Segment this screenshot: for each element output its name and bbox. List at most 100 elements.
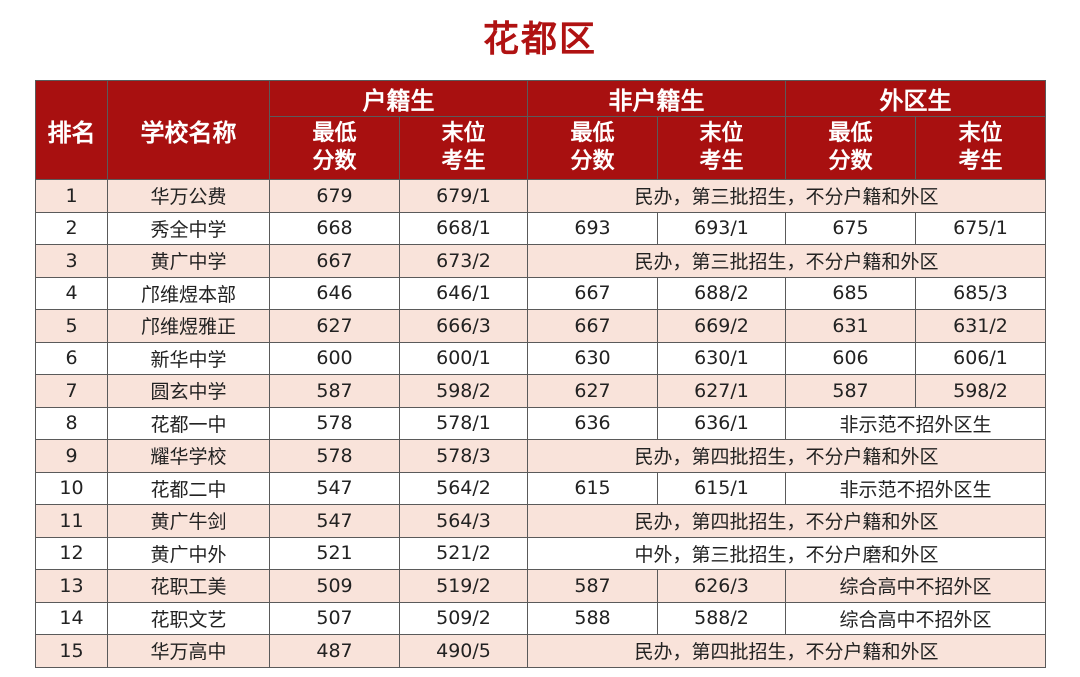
score-cell: 564/2 <box>399 471 528 505</box>
page-title: 花都区 <box>482 19 597 60</box>
school-name-cell: 新华中学 <box>107 341 270 375</box>
header-school-name: 学校名称 <box>107 80 270 180</box>
school-name-cell: 黄广中外 <box>107 536 270 570</box>
note-cell: 非示范不招外区生 <box>785 471 1046 505</box>
score-cell: 630 <box>527 341 658 375</box>
school-name-cell: 花职文艺 <box>107 601 270 635</box>
score-cell: 636 <box>527 406 658 440</box>
rank-cell: 7 <box>35 374 108 408</box>
header-last-line2: 考生 <box>699 149 744 174</box>
score-cell: 578/3 <box>399 439 528 473</box>
score-cell: 693 <box>527 211 658 245</box>
header-rank: 排名 <box>35 80 108 180</box>
score-cell: 688/2 <box>657 276 786 310</box>
score-cell: 636/1 <box>657 406 786 440</box>
header-min-score: 最低 分数 <box>527 116 658 180</box>
score-cell: 600/1 <box>399 341 528 375</box>
header-last-line2: 考生 <box>441 149 486 174</box>
table-row: 12 黄广中外 521 521/2 中外，第三批招生，不分户磨和外区 <box>35 536 1046 570</box>
school-name-cell: 花都一中 <box>107 406 270 440</box>
rank-cell: 6 <box>35 341 108 375</box>
rank-cell: 9 <box>35 439 108 473</box>
school-name-cell: 秀全中学 <box>107 211 270 245</box>
score-cell: 666/3 <box>399 309 528 343</box>
score-cell: 598/2 <box>915 374 1046 408</box>
score-cell: 669/2 <box>657 309 786 343</box>
score-cell: 487 <box>269 634 400 668</box>
note-cell: 非示范不招外区生 <box>785 406 1046 440</box>
header-last-candidate: 末位 考生 <box>657 116 786 180</box>
score-cell: 509/2 <box>399 601 528 635</box>
school-name-cell: 华万高中 <box>107 634 270 668</box>
score-cell: 521/2 <box>399 536 528 570</box>
table-row: 15 华万高中 487 490/5 民办，第四批招生，不分户籍和外区 <box>35 634 1046 668</box>
rank-cell: 12 <box>35 536 108 570</box>
school-name-cell: 黄广中学 <box>107 244 270 278</box>
score-cell: 606/1 <box>915 341 1046 375</box>
score-cell: 587 <box>269 374 400 408</box>
header-last-candidate: 末位 考生 <box>399 116 528 180</box>
table-row: 13 花职工美 509 519/2 587 626/3 综合高中不招外区 <box>35 569 1046 603</box>
school-name-cell: 花职工美 <box>107 569 270 603</box>
score-cell: 693/1 <box>657 211 786 245</box>
rank-cell: 1 <box>35 179 108 213</box>
note-cell: 民办，第四批招生，不分户籍和外区 <box>527 439 1046 473</box>
header-last-candidate: 末位 考生 <box>915 116 1046 180</box>
table-row: 4 邝维煜本部 646 646/1 667 688/2 685 685/3 <box>35 276 1046 310</box>
table-row: 2 秀全中学 668 668/1 693 693/1 675 675/1 <box>35 211 1046 245</box>
school-name-cell: 圆玄中学 <box>107 374 270 408</box>
rank-cell: 3 <box>35 244 108 278</box>
score-cell: 588/2 <box>657 601 786 635</box>
score-cell: 675/1 <box>915 211 1046 245</box>
table-row: 7 圆玄中学 587 598/2 627 627/1 587 598/2 <box>35 374 1046 408</box>
header-group-non-hukou: 非户籍生 <box>527 80 786 117</box>
note-cell: 民办，第四批招生，不分户籍和外区 <box>527 634 1046 668</box>
score-cell: 519/2 <box>399 569 528 603</box>
header-min-score-line2: 分数 <box>312 149 357 174</box>
score-cell: 615 <box>527 471 658 505</box>
school-name-cell: 黄广牛剑 <box>107 504 270 538</box>
header-min-score-line2: 分数 <box>828 149 873 174</box>
rank-cell: 5 <box>35 309 108 343</box>
school-name-cell: 邝维煜本部 <box>107 276 270 310</box>
table-row: 9 耀华学校 578 578/3 民办，第四批招生，不分户籍和外区 <box>35 439 1046 473</box>
score-cell: 507 <box>269 601 400 635</box>
score-cell: 631 <box>785 309 916 343</box>
school-name-cell: 耀华学校 <box>107 439 270 473</box>
score-cell: 626/3 <box>657 569 786 603</box>
table-row: 10 花都二中 547 564/2 615 615/1 非示范不招外区生 <box>35 471 1046 505</box>
rank-cell: 8 <box>35 406 108 440</box>
score-cell: 578 <box>269 406 400 440</box>
header-last-line1: 末位 <box>441 121 486 146</box>
score-cell: 667 <box>269 244 400 278</box>
rank-cell: 4 <box>35 276 108 310</box>
score-cell: 588 <box>527 601 658 635</box>
note-cell: 综合高中不招外区 <box>785 601 1046 635</box>
score-cell: 587 <box>527 569 658 603</box>
score-cell: 606 <box>785 341 916 375</box>
score-cell: 600 <box>269 341 400 375</box>
score-cell: 627 <box>269 309 400 343</box>
table-row: 8 花都一中 578 578/1 636 636/1 非示范不招外区生 <box>35 406 1046 440</box>
score-cell: 598/2 <box>399 374 528 408</box>
score-cell: 668 <box>269 211 400 245</box>
school-name-cell: 邝维煜雅正 <box>107 309 270 343</box>
score-cell: 547 <box>269 504 400 538</box>
score-cell: 615/1 <box>657 471 786 505</box>
score-cell: 668/1 <box>399 211 528 245</box>
note-cell: 中外，第三批招生，不分户磨和外区 <box>527 536 1046 570</box>
header-min-score-line1: 最低 <box>570 121 615 146</box>
score-cell: 627 <box>527 374 658 408</box>
note-cell: 民办，第四批招生，不分户籍和外区 <box>527 504 1046 538</box>
rank-cell: 13 <box>35 569 108 603</box>
table-row: 3 黄广中学 667 673/2 民办，第三批招生，不分户籍和外区 <box>35 244 1046 278</box>
rank-cell: 11 <box>35 504 108 538</box>
score-cell: 685 <box>785 276 916 310</box>
note-cell: 综合高中不招外区 <box>785 569 1046 603</box>
score-cell: 578 <box>269 439 400 473</box>
header-min-score: 最低 分数 <box>269 116 400 180</box>
header-group-other-district: 外区生 <box>785 80 1046 117</box>
table-row: 11 黄广牛剑 547 564/3 民办，第四批招生，不分户籍和外区 <box>35 504 1046 538</box>
rank-cell: 14 <box>35 601 108 635</box>
score-cell: 630/1 <box>657 341 786 375</box>
